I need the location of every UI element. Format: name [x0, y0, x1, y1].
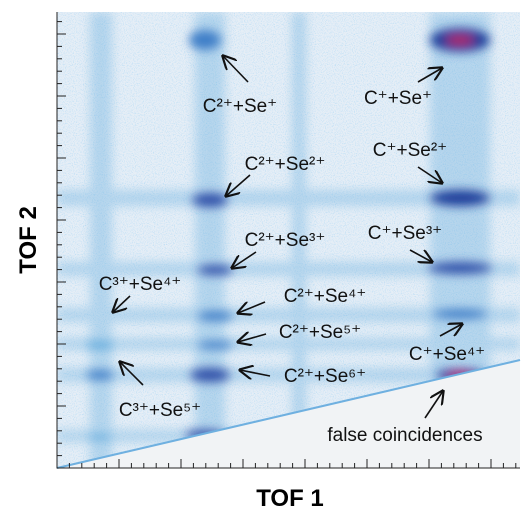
annotation: C²⁺+Se²⁺ [245, 154, 326, 175]
annotation: C²⁺+Se⁴⁺ [284, 286, 367, 307]
annotation: C⁺+Se⁺ [364, 88, 432, 109]
arrow [223, 56, 249, 83]
annotation: C⁺+Se⁴⁺ [409, 344, 485, 365]
annotation: C²⁺+Se⁵⁺ [279, 322, 361, 343]
arrow [120, 362, 144, 386]
arrow [238, 301, 266, 313]
arrow [238, 334, 267, 342]
map [56, 12, 521, 469]
annotation: C⁺+Se²⁺ [373, 140, 447, 161]
arrow [417, 166, 442, 183]
annotation: false coincidences [327, 425, 482, 446]
annotation: C⁺+Se³⁺ [368, 223, 442, 244]
annotation: C³⁺+Se⁵⁺ [119, 400, 201, 421]
arrow [424, 391, 443, 419]
y-axis-label: TOF 2 [15, 206, 42, 274]
arrow [439, 324, 462, 337]
annotation: C²⁺+Se⁶⁺ [284, 366, 366, 387]
arrow [417, 68, 442, 83]
arrow [232, 251, 257, 268]
annotation: C³⁺+Se⁴⁺ [99, 274, 182, 295]
axis-ticks [56, 21, 517, 469]
arrow [226, 174, 251, 196]
annotation: C²⁺+Se³⁺ [245, 230, 326, 251]
arrow [113, 295, 131, 312]
x-axis-label: TOF 1 [256, 485, 324, 512]
annotation: C²⁺+Se⁺ [203, 96, 277, 117]
annotations: C²⁺+Se⁺ C⁺+Se⁺ C²⁺+Se²⁺ C⁺+Se²⁺ C²⁺+Se³⁺… [99, 56, 485, 446]
arrow [409, 249, 432, 262]
arrow [240, 370, 271, 376]
